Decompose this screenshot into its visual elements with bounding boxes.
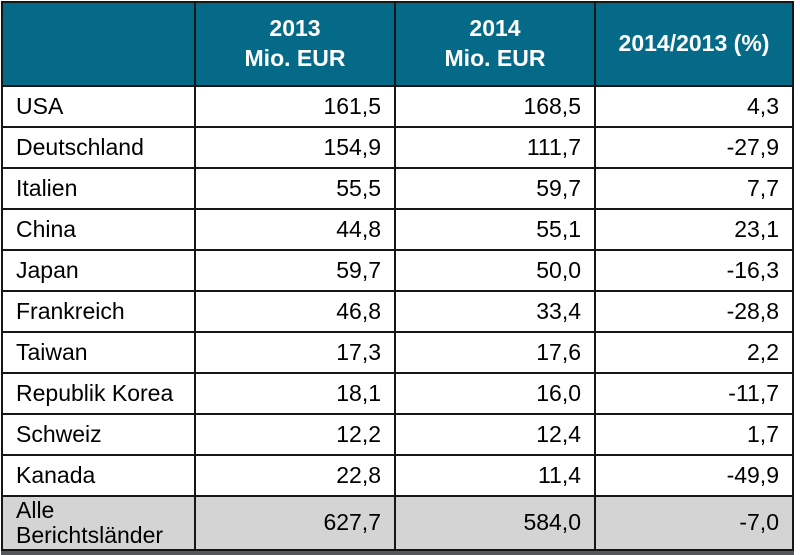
country-cell: China (1, 208, 196, 251)
change-cell: -16,3 (594, 249, 794, 292)
total-2014-cell: 584,0 (394, 495, 596, 551)
change-cell: 4,3 (594, 85, 794, 128)
country-cell: USA (1, 85, 196, 128)
change-cell: 7,7 (594, 167, 794, 210)
value-2014-cell: 111,7 (394, 126, 596, 169)
value-2014-cell: 17,6 (394, 331, 596, 374)
header-change: 2014/2013 (%) (594, 1, 794, 87)
country-cell: Republik Korea (1, 372, 196, 415)
table-row: Taiwan 17,3 17,6 2,2 (1, 331, 794, 374)
value-2013-cell: 55,5 (194, 167, 396, 210)
change-cell: -27,9 (594, 126, 794, 169)
change-cell: -11,7 (594, 372, 794, 415)
header-row: 2013 Mio. EUR 2014 Mio. EUR 2014/2013 (%… (1, 1, 794, 87)
table-row: China 44,8 55,1 23,1 (1, 208, 794, 251)
change-cell: -28,8 (594, 290, 794, 333)
header-country-empty (1, 1, 196, 87)
table-row: Republik Korea 18,1 16,0 -11,7 (1, 372, 794, 415)
value-2013-cell: 59,7 (194, 249, 396, 292)
value-2013-cell: 17,3 (194, 331, 396, 374)
value-2014-cell: 59,7 (394, 167, 596, 210)
value-2014-cell: 55,1 (394, 208, 596, 251)
total-change-cell: -7,0 (594, 495, 794, 551)
table-row: Frankreich 46,8 33,4 -28,8 (1, 290, 794, 333)
change-cell: 23,1 (594, 208, 794, 251)
value-2013-cell: 44,8 (194, 208, 396, 251)
table-row: Italien 55,5 59,7 7,7 (1, 167, 794, 210)
country-cell: Italien (1, 167, 196, 210)
value-2014-cell: 16,0 (394, 372, 596, 415)
value-2014-cell: 11,4 (394, 454, 596, 497)
country-cell: Schweiz (1, 413, 196, 456)
value-2014-cell: 50,0 (394, 249, 596, 292)
change-cell: 1,7 (594, 413, 794, 456)
change-cell: 2,2 (594, 331, 794, 374)
value-2014-cell: 33,4 (394, 290, 596, 333)
table-row: Japan 59,7 50,0 -16,3 (1, 249, 794, 292)
country-cell: Japan (1, 249, 196, 292)
total-row: Alle Berichtsländer 627,7 584,0 -7,0 (1, 495, 794, 551)
value-2013-cell: 154,9 (194, 126, 396, 169)
table-row: Schweiz 12,2 12,4 1,7 (1, 413, 794, 456)
value-2013-cell: 22,8 (194, 454, 396, 497)
country-cell: Deutschland (1, 126, 196, 169)
value-2013-cell: 46,8 (194, 290, 396, 333)
value-2013-cell: 18,1 (194, 372, 396, 415)
header-2014: 2014 Mio. EUR (394, 1, 596, 87)
total-label-cell: Alle Berichtsländer (1, 495, 196, 551)
value-2014-cell: 12,4 (394, 413, 596, 456)
country-cell: Taiwan (1, 331, 196, 374)
total-2013-cell: 627,7 (194, 495, 396, 551)
table-row: Deutschland 154,9 111,7 -27,9 (1, 126, 794, 169)
header-2013: 2013 Mio. EUR (194, 1, 396, 87)
country-cell: Kanada (1, 454, 196, 497)
country-cell: Frankreich (1, 290, 196, 333)
value-2014-cell: 168,5 (394, 85, 596, 128)
table-row: Kanada 22,8 11,4 -49,9 (1, 454, 794, 497)
change-cell: -49,9 (594, 454, 794, 497)
value-2013-cell: 161,5 (194, 85, 396, 128)
bottom-border-band (1, 550, 794, 555)
table-row: USA 161,5 168,5 4,3 (1, 85, 794, 128)
value-2013-cell: 12,2 (194, 413, 396, 456)
